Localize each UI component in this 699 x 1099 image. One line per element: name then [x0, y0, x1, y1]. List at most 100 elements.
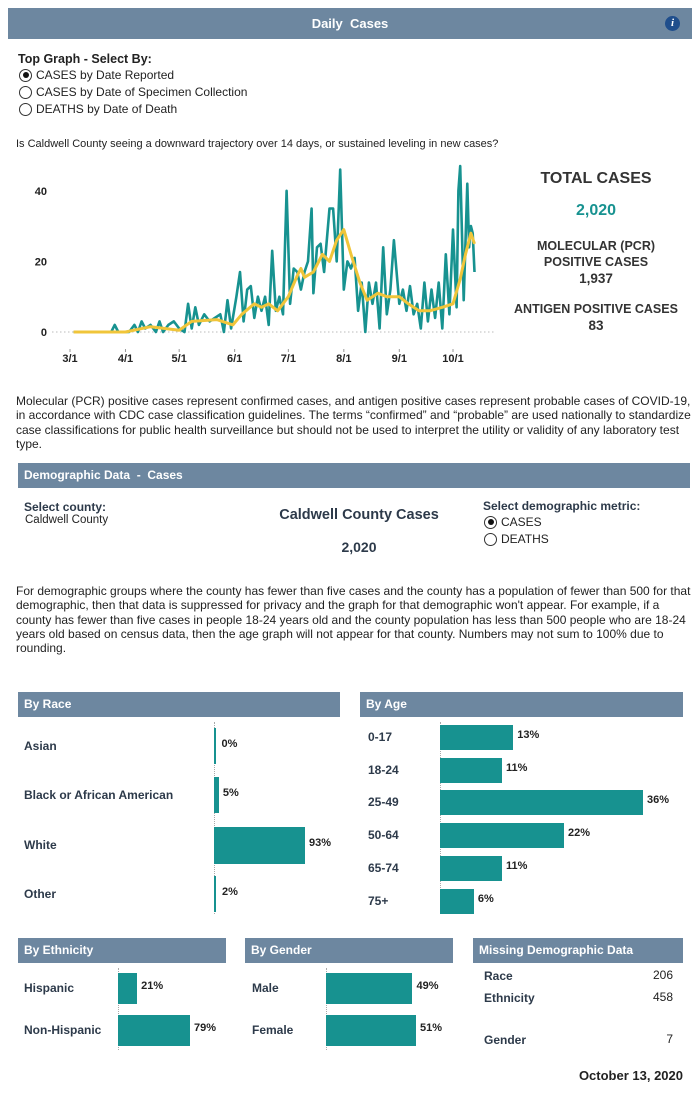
bar-category-label: 65-74 [368, 861, 399, 875]
daily-cases-header: Daily Cases i [8, 8, 692, 39]
radio-label: DEATHS by Date of Death [36, 102, 178, 116]
radio-option[interactable]: CASES by Date of Specimen Collection [19, 85, 247, 99]
bar-category-label: Black or African American [24, 788, 174, 802]
bar[interactable] [214, 826, 305, 864]
header-title: Daily Cases [311, 16, 389, 31]
daily-cases-line-chart: 0 20 40 3/1 4/1 5/1 6/1 7/1 8/1 9/1 10/1 [35, 164, 496, 365]
bar-category-label: Hispanic [24, 981, 75, 995]
by-age-header: By Age [360, 692, 683, 717]
pcr-label-2: POSITIVE CASES [543, 255, 649, 269]
x-tick-label: 9/1 [392, 353, 407, 365]
moving-average-line [73, 228, 476, 334]
demographic-count: 2,020 [341, 539, 377, 555]
bar[interactable] [440, 822, 565, 848]
bar-value-label: 36% [647, 794, 670, 806]
suppression-note: For demographic groups where the county … [16, 584, 691, 656]
bar-category-label: Male [252, 981, 279, 995]
bar-category-label: Non-Hispanic [24, 1023, 102, 1037]
pcr-label-1: MOLECULAR (PCR) [536, 239, 656, 253]
radio-option[interactable]: DEATHS by Date of Death [19, 102, 177, 116]
pcr-value: 1,937 [579, 271, 613, 286]
bar[interactable] [440, 724, 514, 750]
select-county-label: Select county: [24, 500, 107, 514]
bar-axis-line [326, 968, 327, 1050]
y-tick-label: 40 [35, 186, 47, 198]
x-tick-label: 8/1 [336, 353, 351, 365]
radio-circle[interactable] [19, 68, 32, 82]
antigen-value: 83 [588, 318, 604, 333]
bar-category-label: Female [252, 1023, 294, 1037]
metric-radio-option[interactable]: CASES [484, 515, 542, 529]
radio-circle[interactable] [484, 532, 497, 546]
y-tick-label: 20 [35, 256, 47, 268]
case-classification-note: Molecular (PCR) positive cases represent… [16, 394, 691, 451]
bar-category-label: 18-24 [368, 763, 399, 777]
demographic-header: Demographic Data - Cases [18, 463, 690, 488]
x-tick-label: 5/1 [172, 353, 187, 365]
demographic-title: Caldwell County Cases [279, 507, 439, 523]
bar[interactable] [118, 972, 138, 1004]
radio-circle[interactable] [19, 85, 32, 99]
missing-data-header: Missing Demographic Data [473, 938, 683, 963]
bar-value-label: 93% [309, 837, 332, 849]
bar-category-label: 25-49 [368, 795, 399, 809]
missing-row-value: 7 [666, 1032, 673, 1046]
top-graph-label: Top Graph - Select By: [18, 52, 152, 66]
info-icon[interactable]: i [665, 16, 680, 31]
bar-value-label: 11% [506, 860, 528, 872]
bar[interactable] [214, 876, 216, 912]
bar-category-label: 0-17 [368, 730, 393, 744]
bar-category-label: Asian [24, 739, 57, 753]
bar[interactable] [440, 855, 503, 881]
by-race-header: By Race [18, 692, 340, 717]
missing-row-value: 458 [652, 990, 673, 1004]
bar-value-label: 79% [194, 1022, 217, 1034]
county-select[interactable]: Caldwell County [25, 514, 109, 526]
bar-value-label: 51% [420, 1022, 443, 1034]
bar-value-label: 11% [506, 762, 528, 774]
missing-row-value: 206 [652, 968, 673, 982]
x-tick-label: 10/1 [442, 353, 463, 365]
bar-value-label: 13% [517, 729, 540, 741]
antigen-label: ANTIGEN POSITIVE CASES [514, 302, 678, 316]
bar[interactable] [440, 888, 474, 914]
bar[interactable] [326, 1014, 416, 1046]
radio-option[interactable]: CASES by Date Reported [19, 68, 174, 82]
missing-row-label: Race [484, 969, 513, 983]
bar-axis-line [440, 722, 441, 914]
total-cases-label: TOTAL CASES [540, 170, 652, 187]
radio-label: DEATHS [501, 532, 549, 546]
bar-axis-line [118, 968, 119, 1050]
bar[interactable] [214, 728, 216, 764]
bar-value-label: 0% [221, 738, 238, 750]
x-tick-label: 4/1 [118, 353, 133, 365]
radio-label: CASES by Date Reported [36, 68, 175, 82]
bar[interactable] [440, 757, 503, 783]
by-gender-header: By Gender [245, 938, 453, 963]
x-tick-label: 6/1 [227, 353, 242, 365]
bar-value-label: 21% [141, 980, 164, 992]
bar-value-label: 2% [221, 886, 238, 898]
radio-label: CASES by Date of Specimen Collection [36, 85, 248, 99]
bar-category-label: Other [24, 887, 57, 901]
missing-row-label: Ethnicity [484, 991, 535, 1005]
radio-circle[interactable] [484, 515, 497, 529]
bar[interactable] [326, 972, 413, 1004]
bar-category-label: White [24, 838, 57, 852]
missing-row-label: Gender [484, 1033, 527, 1047]
trajectory-question: Is Caldwell County seeing a downward tra… [16, 138, 499, 150]
total-cases-value: 2,020 [575, 202, 617, 219]
bar[interactable] [214, 777, 219, 813]
radio-label: CASES [501, 515, 542, 529]
bar-category-label: 75+ [368, 894, 389, 908]
bar-category-label: 50-64 [368, 828, 399, 842]
by-ethnicity-header: By Ethnicity [18, 938, 226, 963]
x-tick-label: 7/1 [281, 353, 296, 365]
select-metric-label: Select demographic metric: [483, 499, 641, 513]
metric-radio-option[interactable]: DEATHS [484, 532, 549, 546]
bar-value-label: 5% [222, 787, 239, 799]
bar[interactable] [118, 1014, 190, 1046]
bar[interactable] [440, 789, 643, 815]
report-date: October 13, 2020 [578, 1068, 683, 1083]
radio-circle[interactable] [19, 102, 32, 116]
